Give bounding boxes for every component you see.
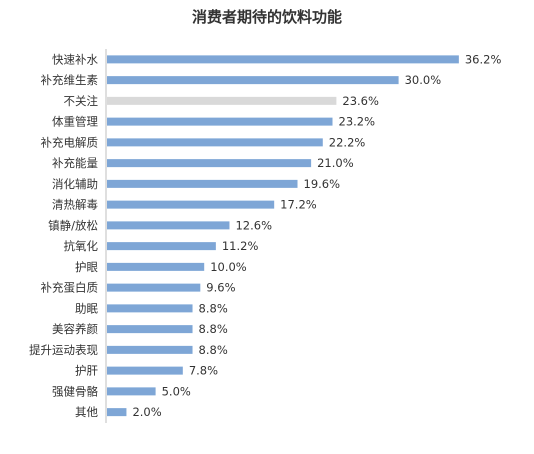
bar — [107, 408, 127, 417]
category-label: 提升运动表现 — [29, 343, 98, 357]
value-label: 21.0% — [317, 156, 354, 170]
value-label: 9.6% — [206, 281, 235, 295]
bar — [107, 117, 333, 126]
bar — [107, 221, 230, 230]
bar — [107, 304, 193, 313]
value-label: 8.8% — [199, 322, 228, 336]
category-label: 抗氧化 — [64, 239, 99, 253]
value-label: 19.6% — [304, 177, 341, 191]
category-label: 其他 — [75, 405, 98, 419]
category-label: 体重管理 — [52, 115, 98, 129]
category-label: 消化辅助 — [52, 177, 98, 191]
bar — [107, 179, 298, 188]
chart-title: 消费者期待的饮料功能 — [192, 8, 342, 26]
category-label: 补充电解质 — [41, 135, 99, 149]
bar — [107, 366, 183, 375]
bar — [107, 325, 193, 334]
value-label: 17.2% — [280, 198, 317, 212]
bar — [107, 345, 193, 354]
category-label: 清热解毒 — [52, 198, 98, 212]
bar — [107, 283, 201, 292]
bar — [107, 387, 156, 396]
bar — [107, 200, 275, 209]
value-label: 7.8% — [189, 364, 218, 378]
category-label: 强健骨骼 — [52, 384, 98, 398]
value-label: 22.2% — [329, 135, 366, 149]
value-label: 8.8% — [199, 301, 228, 315]
category-label: 不关注 — [64, 94, 99, 108]
value-label: 12.6% — [235, 218, 272, 232]
category-label: 美容养颜 — [52, 322, 98, 336]
bar — [107, 55, 459, 64]
bar — [107, 159, 312, 168]
category-label: 镇静/放松 — [48, 218, 98, 232]
value-label: 8.8% — [199, 343, 228, 357]
bars-group: 快速补水 36.2% 补充维生素 30.0% 不关注 23.6% 体重管理 23.2% 补充电解… — [29, 52, 501, 419]
bar — [107, 138, 323, 147]
value-label: 36.2% — [465, 52, 502, 66]
value-label: 23.2% — [339, 115, 376, 129]
category-label: 护肝 — [75, 364, 98, 378]
value-label: 11.2% — [222, 239, 259, 253]
value-label: 10.0% — [210, 260, 247, 274]
category-label: 补充能量 — [52, 156, 98, 170]
bar — [107, 76, 399, 85]
value-label: 5.0% — [162, 384, 191, 398]
category-label: 补充维生素 — [41, 73, 99, 87]
category-label: 助眠 — [75, 301, 98, 315]
value-label: 2.0% — [132, 405, 161, 419]
value-label: 23.6% — [342, 94, 379, 108]
category-label: 护眼 — [75, 260, 98, 274]
category-label: 快速补水 — [52, 52, 98, 66]
bar — [107, 242, 216, 251]
category-label: 补充蛋白质 — [41, 281, 99, 295]
bar — [107, 262, 205, 271]
value-label: 30.0% — [405, 73, 442, 87]
bar — [107, 96, 337, 105]
